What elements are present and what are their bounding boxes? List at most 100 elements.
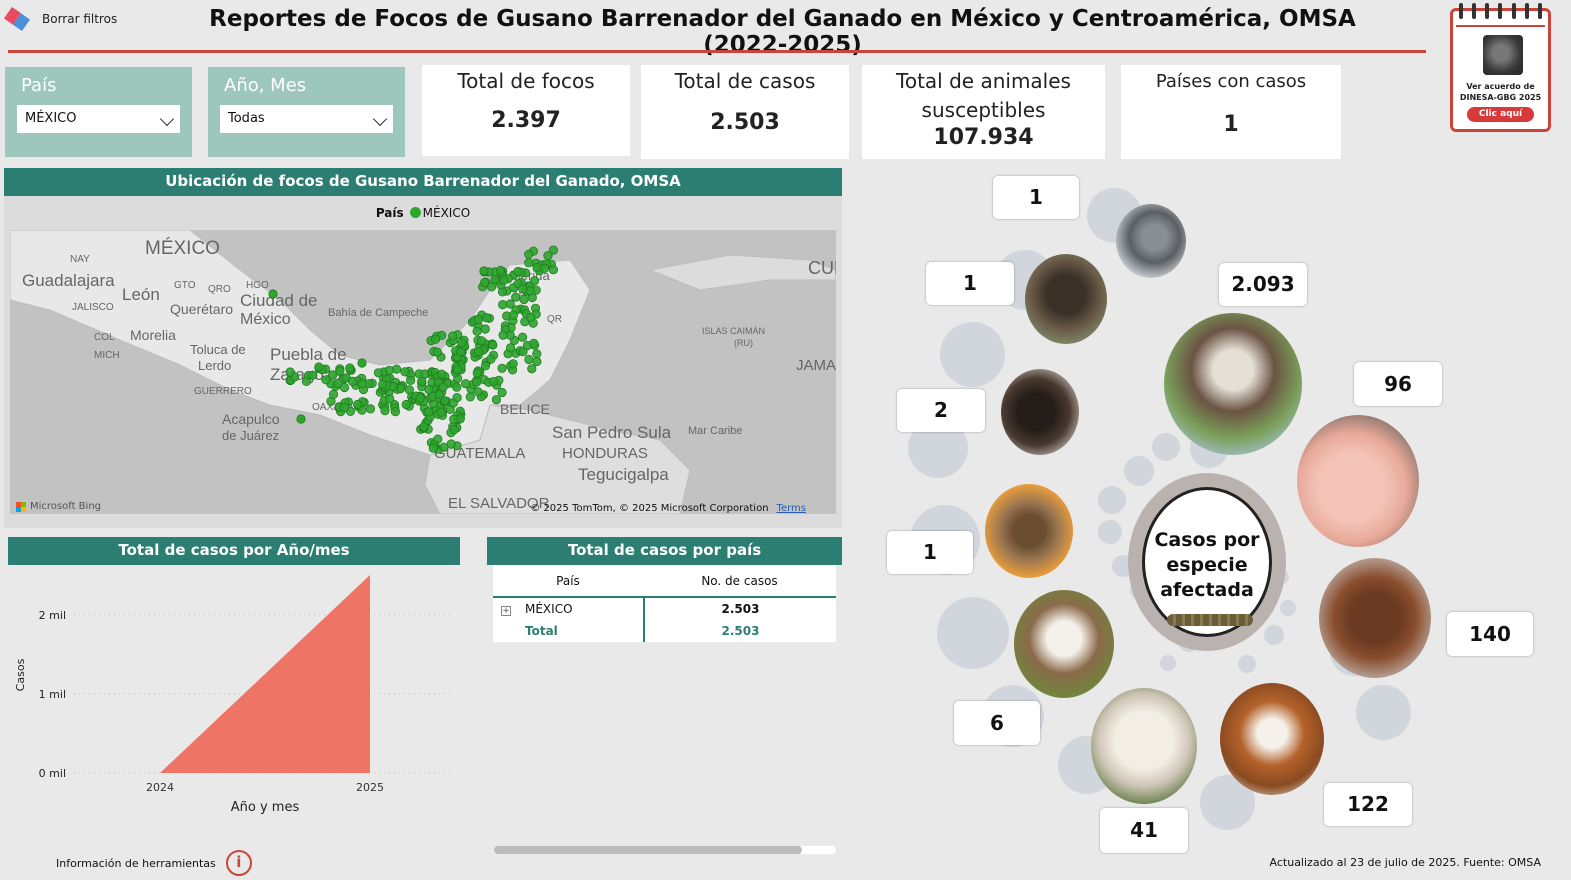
outbreak-point[interactable] <box>452 393 462 403</box>
species-photo-ovino[interactable] <box>1091 688 1197 804</box>
outbreak-point[interactable] <box>432 347 442 357</box>
outbreak-point[interactable] <box>314 362 324 372</box>
outbreak-point[interactable] <box>488 377 498 387</box>
outbreak-point[interactable] <box>378 380 388 390</box>
outbreak-point[interactable] <box>400 367 410 377</box>
outbreak-point[interactable] <box>440 396 450 406</box>
outbreak-point[interactable] <box>526 312 536 322</box>
tools-info-button[interactable]: Información de herramientas i <box>56 850 252 876</box>
scrollbar-thumb[interactable] <box>494 846 802 854</box>
outbreak-point[interactable] <box>452 382 462 392</box>
outbreak-point[interactable] <box>333 379 343 389</box>
outbreak-point[interactable] <box>449 424 459 435</box>
outbreak-point[interactable] <box>424 384 434 395</box>
outbreak-point[interactable] <box>488 340 498 350</box>
area-chart-svg[interactable]: 0 mil 1 mil 2 mil 2024 2025 Año y mes Casos <box>8 565 460 827</box>
species-photo-caprino[interactable] <box>1014 590 1114 698</box>
outbreak-point[interactable] <box>479 266 489 276</box>
outbreak-point[interactable] <box>428 443 438 453</box>
outbreak-point[interactable] <box>461 379 471 389</box>
outbreak-point[interactable] <box>518 284 528 294</box>
outbreak-point[interactable] <box>517 332 528 342</box>
outbreak-point[interactable] <box>438 382 448 392</box>
outbreak-point[interactable] <box>296 414 306 424</box>
outbreak-point[interactable] <box>328 389 339 399</box>
outbreak-point[interactable] <box>498 330 508 340</box>
outbreak-point[interactable] <box>465 392 475 402</box>
outbreak-point[interactable] <box>518 347 528 357</box>
outbreak-point[interactable] <box>436 407 446 417</box>
outbreak-point[interactable] <box>519 294 529 305</box>
outbreak-point[interactable] <box>539 263 550 274</box>
expand-icon[interactable]: + <box>501 606 511 616</box>
species-photo-búfalo[interactable] <box>1025 254 1107 344</box>
agreement-calendar-button[interactable]: Ver acuerdo de DINESA-GBG 2025 Clic aquí <box>1450 3 1551 132</box>
outbreak-point[interactable] <box>511 292 521 302</box>
outbreak-point[interactable] <box>524 249 534 259</box>
outbreak-point[interactable] <box>446 439 456 449</box>
outbreak-point[interactable] <box>388 381 398 392</box>
outbreak-point[interactable] <box>339 403 349 413</box>
species-photo-felino[interactable] <box>985 484 1073 578</box>
outbreak-point[interactable] <box>373 368 383 378</box>
outbreak-point[interactable] <box>457 338 467 348</box>
outbreak-point[interactable] <box>548 245 559 255</box>
outbreak-point[interactable] <box>345 363 355 373</box>
outbreak-point[interactable] <box>433 434 443 444</box>
outbreak-point[interactable] <box>424 407 434 417</box>
column-header-country[interactable]: País <box>556 573 580 588</box>
period-dropdown[interactable]: Todas <box>220 105 393 133</box>
outbreak-point[interactable] <box>357 379 367 389</box>
outbreak-point[interactable] <box>476 336 487 346</box>
outbreak-point[interactable] <box>473 387 483 397</box>
outbreak-point[interactable] <box>434 390 444 400</box>
species-photo-canino[interactable] <box>1220 683 1324 795</box>
outbreak-point[interactable] <box>452 365 462 375</box>
outbreak-point[interactable] <box>532 356 542 367</box>
outbreak-point[interactable] <box>390 407 400 417</box>
outbreak-point[interactable] <box>385 394 395 404</box>
outbreak-point[interactable] <box>347 376 357 386</box>
outbreak-point[interactable] <box>527 364 537 374</box>
outbreak-point[interactable] <box>404 385 414 395</box>
outbreak-point[interactable] <box>301 376 311 386</box>
outbreak-point[interactable] <box>524 258 534 268</box>
outbreak-point[interactable] <box>417 376 427 386</box>
outbreak-point[interactable] <box>532 349 542 359</box>
outbreak-point[interactable] <box>525 286 536 296</box>
outbreak-point[interactable] <box>529 276 540 286</box>
outbreak-point[interactable] <box>529 338 539 348</box>
table-row[interactable]: + MÉXICO 2.503 <box>493 598 836 620</box>
clear-filters-button[interactable]: Borrar filtros <box>3 6 117 32</box>
species-photo-ave[interactable] <box>1001 369 1079 455</box>
outbreak-point[interactable] <box>495 265 505 276</box>
species-photo-ave-rapaz[interactable] <box>1116 204 1186 278</box>
outbreak-point[interactable] <box>497 363 507 373</box>
outbreak-point[interactable] <box>548 265 559 275</box>
outbreak-point[interactable] <box>415 393 425 403</box>
click-here-button[interactable]: Clic aquí <box>1467 107 1534 122</box>
outbreak-point[interactable] <box>486 354 496 364</box>
outbreak-point[interactable] <box>449 414 459 424</box>
outbreak-point[interactable] <box>513 266 523 277</box>
outbreak-point[interactable] <box>499 275 509 285</box>
outbreak-point[interactable] <box>405 375 416 385</box>
outbreak-point[interactable] <box>472 326 482 336</box>
outbreak-point[interactable] <box>401 399 411 410</box>
outbreak-point[interactable] <box>384 365 394 375</box>
species-photo-equino[interactable] <box>1319 558 1431 678</box>
outbreak-point[interactable] <box>352 399 363 410</box>
outbreak-point[interactable] <box>524 354 534 365</box>
outbreak-point[interactable] <box>491 395 501 405</box>
species-photo-porcino[interactable] <box>1297 415 1419 547</box>
horizontal-scrollbar[interactable] <box>494 846 836 854</box>
outbreak-point[interactable] <box>365 404 376 414</box>
outbreak-point[interactable] <box>472 368 482 378</box>
outbreak-point[interactable] <box>473 315 483 325</box>
terms-link[interactable]: Terms <box>776 503 806 514</box>
outbreak-point[interactable] <box>486 282 497 292</box>
outbreak-point[interactable] <box>532 262 542 273</box>
outbreak-point[interactable] <box>308 370 318 380</box>
country-dropdown[interactable]: MÉXICO <box>17 105 180 133</box>
outbreak-point[interactable] <box>505 343 516 353</box>
